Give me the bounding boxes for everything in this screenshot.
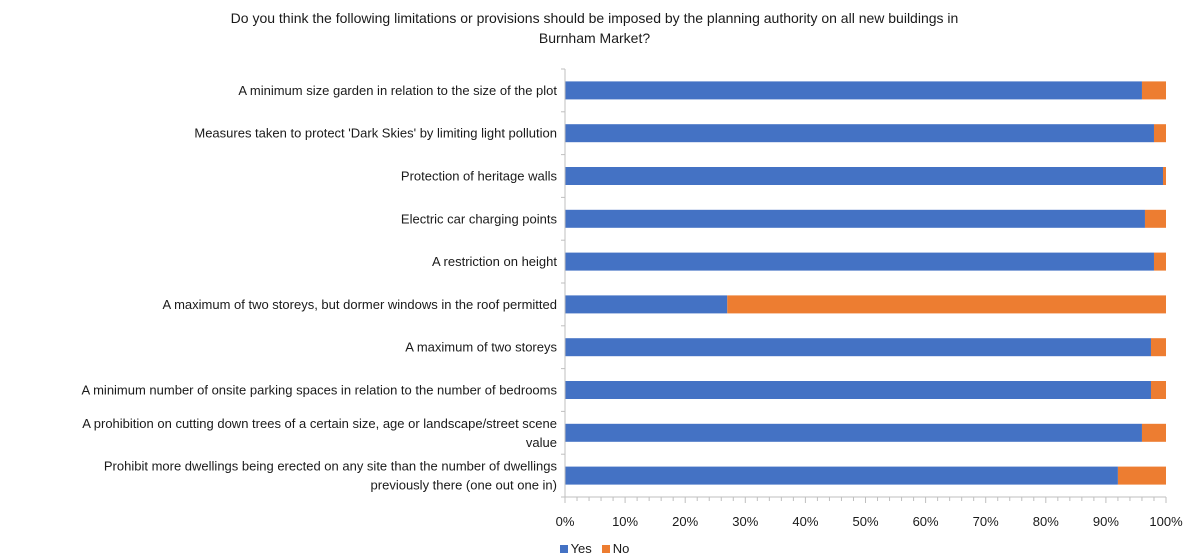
bar-yes-9 <box>565 466 1118 485</box>
legend-label-yes: Yes <box>570 541 592 556</box>
bar-no-4 <box>1153 252 1166 271</box>
bar-no-2 <box>1162 167 1166 185</box>
chart-title: Do you think the following limitations o… <box>0 8 1189 48</box>
category-label-9-line-1: previously there (one out one in) <box>371 478 557 493</box>
category-label-1: Measures taken to protect 'Dark Skies' b… <box>194 126 557 141</box>
bar-yes-0 <box>565 81 1142 100</box>
x-tick-label-1: 10% <box>612 514 638 529</box>
bar-yes-4 <box>565 252 1154 271</box>
bar-no-5 <box>727 295 1166 314</box>
bar-yes-8 <box>565 423 1142 442</box>
bar-yes-3 <box>565 209 1145 228</box>
category-label-8-line-1: value <box>526 435 557 450</box>
bar-no-6 <box>1150 338 1166 357</box>
x-tick-label-9: 90% <box>1093 514 1119 529</box>
bar-no-3 <box>1144 209 1166 228</box>
bar-yes-6 <box>565 338 1151 357</box>
chart-legend: Yes No <box>0 541 1189 556</box>
bar-no-0 <box>1141 81 1166 100</box>
category-label-2: Protection of heritage walls <box>401 169 558 184</box>
category-label-5: A maximum of two storeys, but dormer win… <box>163 297 558 312</box>
category-label-4: A restriction on height <box>432 254 557 269</box>
bar-no-9 <box>1117 466 1166 485</box>
legend-swatch-yes <box>559 544 568 553</box>
legend-label-no: No <box>612 541 630 556</box>
x-tick-label-6: 60% <box>913 514 939 529</box>
bar-yes-5 <box>565 295 728 314</box>
category-label-8-line-0: A prohibition on cutting down trees of a… <box>82 416 557 431</box>
bar-no-8 <box>1141 423 1166 442</box>
bar-yes-7 <box>565 381 1151 399</box>
bar-no-7 <box>1150 381 1166 399</box>
x-tick-label-10: 100% <box>1149 514 1183 529</box>
x-tick-label-0: 0% <box>556 514 575 529</box>
category-label-9-line-0: Prohibit more dwellings being erected on… <box>104 459 558 474</box>
x-tick-label-4: 40% <box>792 514 818 529</box>
x-tick-label-5: 50% <box>852 514 878 529</box>
bar-yes-2 <box>565 167 1163 185</box>
bar-yes-1 <box>565 124 1154 143</box>
stacked-bar-chart: A minimum size garden in relation to the… <box>82 68 1183 529</box>
legend-item-no: No <box>601 541 630 556</box>
category-label-0: A minimum size garden in relation to the… <box>238 83 557 98</box>
x-tick-label-2: 20% <box>672 514 698 529</box>
x-tick-label-7: 70% <box>973 514 999 529</box>
legend-item-yes: Yes <box>559 541 592 556</box>
bar-no-1 <box>1153 124 1166 143</box>
chart-title-line-2: Burnham Market? <box>538 30 651 46</box>
category-label-6: A maximum of two storeys <box>405 340 557 355</box>
category-label-7: A minimum number of onsite parking space… <box>82 383 558 398</box>
chart-title-line-1: Do you think the following limitations o… <box>230 10 959 26</box>
x-tick-label-8: 80% <box>1033 514 1059 529</box>
legend-swatch-no <box>601 544 610 553</box>
category-label-3: Electric car charging points <box>401 211 558 226</box>
x-tick-label-3: 30% <box>732 514 758 529</box>
